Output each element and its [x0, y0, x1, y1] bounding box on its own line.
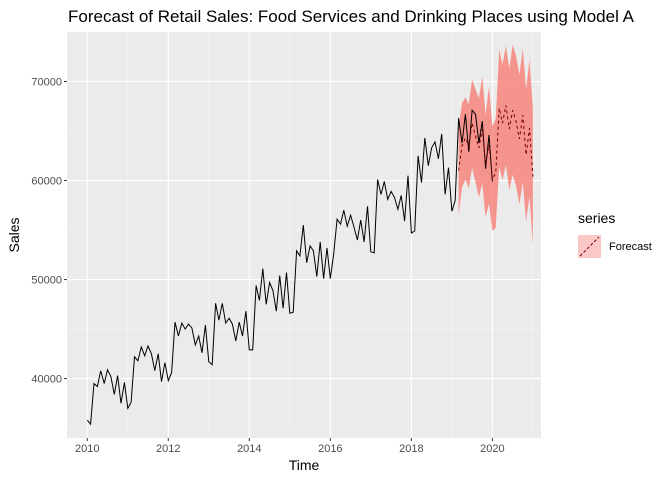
- actual-sales-line: [86, 108, 493, 426]
- y-axis-ticks: 40000 50000 60000 70000: [31, 77, 67, 386]
- legend: series Forecast: [578, 210, 652, 258]
- x-tick-label: 2020: [480, 443, 504, 455]
- x-tick-label: 2018: [399, 443, 423, 455]
- y-axis-title: Sales: [6, 217, 22, 252]
- major-gridlines: [67, 32, 541, 438]
- y-tick-label: 60000: [31, 176, 62, 188]
- x-tick-label: 2010: [75, 443, 99, 455]
- legend-label-forecast: Forecast: [609, 241, 652, 253]
- x-axis-title: Time: [289, 457, 320, 473]
- chart-title: Forecast of Retail Sales: Food Services …: [68, 7, 635, 26]
- x-tick-label: 2014: [237, 443, 261, 455]
- legend-key-forecast-line: [579, 236, 600, 257]
- x-tick-label: 2016: [318, 443, 342, 455]
- forecast-prediction-interval: [458, 44, 533, 245]
- x-tick-label: 2012: [156, 443, 180, 455]
- x-axis-ticks: 2010 2012 2014 2016 2018 2020: [75, 438, 505, 455]
- y-tick-label: 50000: [31, 275, 62, 287]
- y-tick-label: 70000: [31, 77, 62, 89]
- legend-title: series: [578, 210, 615, 226]
- y-tick-label: 40000: [31, 374, 62, 386]
